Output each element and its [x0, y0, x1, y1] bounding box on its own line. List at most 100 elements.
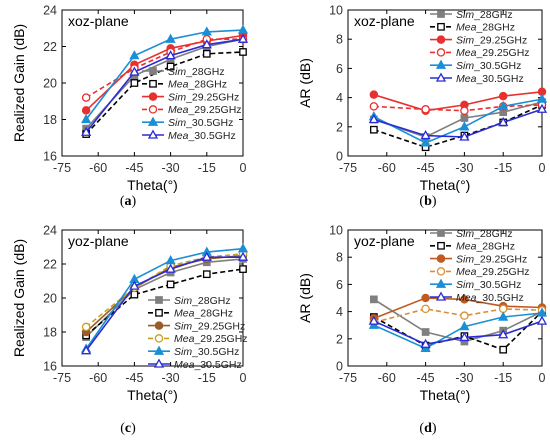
y-tick-label: 22 [43, 258, 57, 272]
legend-label-suffix: _30.5GHz [187, 130, 235, 142]
data-point [499, 345, 508, 354]
y-tick-label: 24 [43, 4, 57, 18]
y-tick-label: 0 [336, 360, 343, 374]
legend-label-suffix: _29.25GHz [475, 266, 529, 278]
data-point [420, 338, 431, 348]
legend: Sim_28GHzMea_28GHzSim_29.25GHzMea_29.25G… [148, 295, 248, 371]
data-point [435, 59, 447, 69]
y-tick-label: 10 [329, 224, 343, 238]
legend-label-prefix: Mea [174, 333, 195, 345]
legend-label: Sim_29.25GHz [456, 34, 527, 46]
data-point [460, 295, 469, 304]
legend-label: Mea_29.25GHz [456, 266, 530, 278]
legend-label-suffix: _29.25GHz [473, 253, 527, 265]
data-point [201, 251, 212, 261]
data-point [129, 66, 140, 76]
data-point [536, 103, 548, 113]
legend-label-suffix: _28GHz [187, 79, 227, 91]
data-point [436, 267, 446, 276]
data-point [202, 270, 211, 279]
legend-label-suffix: _30.5GHz [193, 359, 241, 371]
panel-caption: (a) [120, 194, 137, 209]
data-point [460, 114, 469, 122]
data-point [202, 49, 211, 58]
y-tick-label: 4 [336, 305, 343, 319]
legend-label-suffix: _29.25GHz [193, 333, 247, 345]
y-tick-label: 16 [43, 150, 57, 164]
data-point [81, 93, 91, 102]
data-point [459, 121, 470, 131]
legend-label-prefix: Mea [456, 22, 477, 34]
data-point [420, 130, 431, 140]
x-tick-label: -30 [455, 161, 473, 175]
data-point [237, 33, 249, 43]
chart-panel: -75 -60 -45 -30 -15 0 16 18 20 22 24 Theta(°) Realiz… [11, 224, 249, 436]
legend-label-suffix: _30.5GHz [473, 60, 521, 72]
x-tick-label: -45 [125, 371, 143, 385]
data-point [460, 106, 469, 115]
legend-label: Sim_29.25GHz [174, 320, 245, 332]
data-point [153, 358, 165, 368]
plane-label: xoz-plane [354, 13, 415, 29]
legend-label-prefix: Mea [168, 104, 189, 116]
legend-label-suffix: _29.25GHz [187, 104, 241, 116]
x-tick-label: -30 [455, 371, 473, 385]
caption-part: ( [419, 421, 424, 436]
legend-label: Sim_28GHz [174, 295, 231, 307]
legend-label-suffix: _28GHz [473, 9, 513, 21]
x-tick-label: -75 [53, 371, 71, 385]
data-point [421, 304, 430, 314]
data-point [165, 33, 176, 43]
legend-label: Sim_28GHz [168, 66, 225, 78]
x-tick-label: -60 [378, 161, 396, 175]
legend-label-suffix: _28GHz [185, 66, 225, 78]
y-tick-label: 16 [43, 360, 57, 374]
legend-label: Mea_29.25GHz [174, 333, 248, 345]
panel-caption: (b) [419, 194, 436, 209]
data-point [421, 328, 430, 336]
y-tick-label: 4 [336, 91, 343, 105]
y-tick-label: 6 [336, 278, 343, 292]
y-tick-label: 8 [336, 33, 343, 47]
series-line [373, 298, 543, 343]
data-point [166, 280, 175, 289]
legend-label-prefix: Mea [456, 292, 477, 304]
data-point [436, 35, 446, 44]
legend-label: Mea_28GHz [168, 79, 227, 91]
legend-label: Mea_30.5GHz [456, 292, 524, 304]
caption-part: d [424, 421, 432, 436]
x-tick-label: -45 [125, 161, 143, 175]
data-point [81, 126, 92, 136]
legend-label: Sim_30.5GHz [174, 346, 239, 358]
data-point [498, 116, 509, 127]
legend-label-prefix: Mea [174, 359, 195, 371]
legend-label: Mea_30.5GHz [456, 73, 524, 85]
x-tick-label: -45 [417, 161, 435, 175]
legend-label-suffix: _29.25GHz [185, 91, 239, 103]
data-point [81, 345, 92, 355]
x-tick-label: -60 [89, 371, 107, 385]
legend-label-prefix: Sim [456, 253, 474, 265]
x-tick-label: 0 [539, 161, 546, 175]
data-point [369, 90, 379, 99]
caption-part: b [424, 194, 432, 209]
data-point [237, 243, 249, 253]
y-tick-label: 2 [336, 332, 343, 346]
data-point [536, 93, 548, 103]
data-series [368, 103, 548, 141]
legend: Sim_28GHzMea_28GHzSim_29.25GHzMea_29.25G… [430, 228, 530, 304]
data-point [148, 92, 158, 101]
x-axis-label: Theta(°) [420, 387, 471, 403]
data-point [368, 315, 379, 325]
legend-label: Mea_29.25GHz [456, 47, 530, 59]
legend-label-suffix: _30.5GHz [191, 346, 239, 358]
y-axis-label: AR (dB) [297, 273, 313, 323]
panel-caption: (d) [419, 421, 436, 436]
x-tick-label: -15 [198, 161, 216, 175]
y-axis-label: Realized Gain (dB) [11, 24, 27, 142]
caption-part: ( [419, 194, 424, 209]
data-point [435, 291, 447, 301]
plot-frame [347, 229, 543, 367]
data-series [81, 33, 249, 136]
data-point [435, 278, 447, 288]
